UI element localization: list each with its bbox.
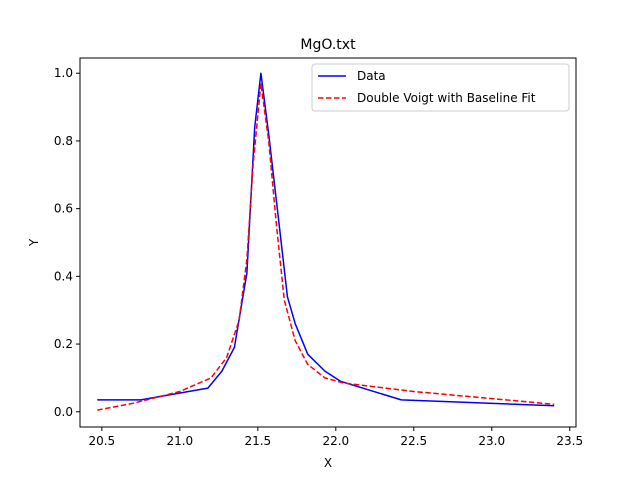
plot-frame bbox=[79, 57, 577, 428]
chart-title: MgO.txt bbox=[300, 37, 356, 53]
x-tick-label: 23.5 bbox=[556, 434, 583, 448]
x-tick-label: 21.0 bbox=[166, 434, 193, 448]
x-tick-label: 23.0 bbox=[478, 434, 505, 448]
y-tick-label: 0.2 bbox=[54, 337, 73, 351]
legend: Data Double Voigt with Baseline Fit bbox=[311, 63, 570, 112]
x-tick-label: 22.0 bbox=[322, 434, 349, 448]
x-tick-label: 21.5 bbox=[244, 434, 271, 448]
y-tick-label: 0.4 bbox=[54, 269, 73, 283]
y-tick-label: 0.8 bbox=[54, 134, 73, 148]
y-axis: 0.0 0.2 0.4 0.6 0.8 1.0 bbox=[54, 66, 80, 419]
y-axis-label: Y bbox=[27, 238, 41, 247]
series-line-2 bbox=[97, 82, 555, 411]
x-tick-label: 22.5 bbox=[400, 434, 427, 448]
series-layer bbox=[97, 72, 555, 411]
x-tick-label: 20.5 bbox=[88, 434, 115, 448]
x-axis: 20.5 21.0 21.5 22.0 22.5 23.0 23.5 bbox=[88, 427, 583, 448]
plot-area bbox=[80, 58, 576, 427]
y-tick-label: 1.0 bbox=[54, 66, 73, 80]
legend-box bbox=[311, 63, 570, 112]
y-tick-label: 0.0 bbox=[54, 405, 73, 419]
series-line-1 bbox=[97, 72, 555, 407]
x-axis-label: X bbox=[324, 456, 332, 470]
legend-label: Data bbox=[357, 69, 386, 83]
y-tick-label: 0.6 bbox=[54, 202, 73, 216]
legend-label: Double Voigt with Baseline Fit bbox=[357, 91, 536, 105]
